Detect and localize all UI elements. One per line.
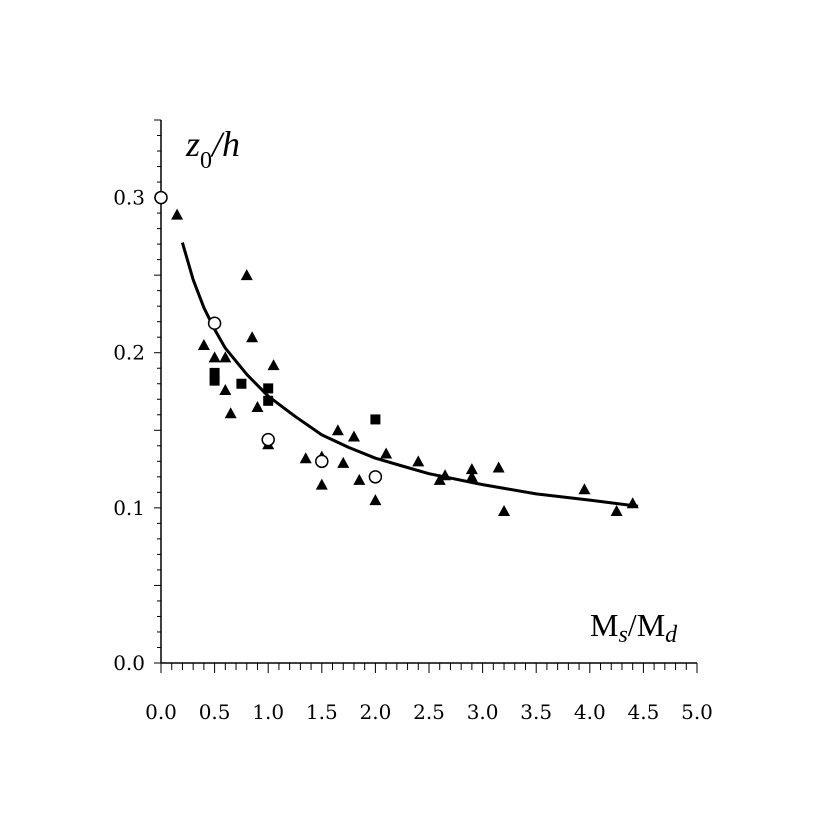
y-ticks: 0.0 0.1 0.2 0.3 — [113, 119, 161, 675]
triangle-point — [626, 497, 639, 509]
triangle-point — [610, 504, 623, 516]
triangle-point — [578, 483, 591, 495]
axes — [160, 120, 697, 664]
data-points — [154, 190, 639, 516]
triangle-point — [465, 470, 478, 482]
x-tick-label: 0.5 — [199, 700, 231, 724]
y-tick-label: 0.3 — [113, 186, 145, 210]
triangle-point — [465, 463, 478, 475]
x-title-sub1: s — [618, 622, 627, 648]
x-tick-label: 5.0 — [681, 700, 713, 724]
triangle-point — [197, 338, 210, 350]
y-title-rest: /h — [210, 124, 240, 164]
y-axis-title: z0/h — [185, 124, 240, 174]
triangle-point — [439, 469, 452, 481]
square-point — [236, 378, 247, 389]
x-title-mid: /M — [628, 607, 665, 643]
x-tick-label: 4.5 — [627, 700, 659, 724]
triangle-point — [240, 269, 253, 281]
triangle-point — [219, 351, 232, 363]
triangle-point — [347, 430, 360, 442]
y-title-base: z — [185, 124, 200, 164]
triangle-point — [219, 383, 232, 395]
triangle-point — [412, 455, 425, 467]
y-title-sub: 0 — [200, 148, 212, 174]
circle-point — [368, 470, 383, 484]
x-tick-label: 3.5 — [520, 700, 552, 724]
square-point — [209, 375, 220, 386]
triangle-point — [331, 424, 344, 436]
square-point — [263, 395, 274, 406]
y-tick-label: 0.0 — [113, 651, 145, 675]
x-tick-label: 1.5 — [306, 700, 338, 724]
x-ticks: 0.0 0.5 1.0 1.5 2.0 2.5 3.0 3.5 4.0 4.5 5.0 — [145, 663, 713, 724]
x-axis-title: Ms/Md — [590, 607, 678, 648]
fit-curve — [180, 242, 639, 508]
triangle-point — [299, 452, 312, 464]
triangle-point — [171, 208, 184, 220]
triangle-point — [208, 351, 221, 363]
x-title-base: M — [590, 607, 618, 643]
x-tick-label: 1.0 — [252, 700, 284, 724]
triangle-point — [251, 401, 264, 413]
triangle-point — [492, 461, 505, 473]
square-point — [263, 383, 274, 394]
circle-point — [261, 432, 275, 447]
triangle-point — [380, 447, 393, 459]
triangle-point — [224, 407, 237, 419]
y-tick-label: 0.2 — [113, 341, 145, 365]
triangle-point — [498, 504, 511, 516]
triangle-point — [369, 494, 382, 506]
x-title-sub2: d — [665, 622, 678, 648]
x-tick-label: 0.0 — [145, 700, 177, 724]
circle-point — [207, 316, 222, 330]
circle-point — [154, 190, 168, 205]
triangle-point — [353, 473, 366, 485]
square-point — [370, 414, 381, 425]
triangle-point — [337, 456, 350, 468]
fit-curve-group — [180, 242, 639, 508]
circle-point — [315, 454, 329, 469]
square-point — [209, 367, 220, 378]
x-tick-label: 4.0 — [574, 700, 606, 724]
triangle-point — [315, 478, 328, 490]
x-tick-label: 3.0 — [467, 700, 499, 724]
triangle-point — [246, 331, 259, 343]
x-tick-label: 2.0 — [359, 700, 391, 724]
y-tick-label: 0.1 — [113, 496, 145, 520]
triangle-point — [267, 359, 280, 371]
x-tick-label: 2.5 — [413, 700, 445, 724]
